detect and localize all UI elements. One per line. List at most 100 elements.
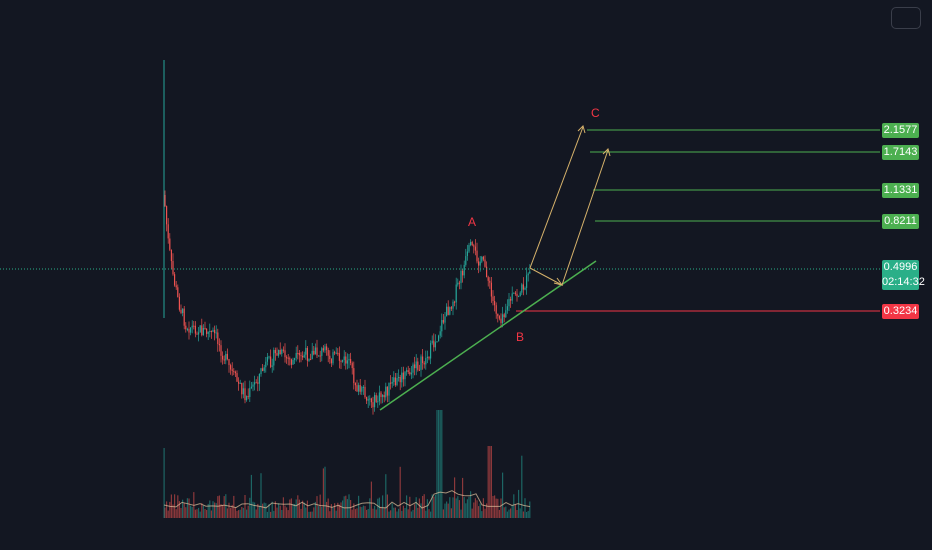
volume-bar (505, 506, 507, 518)
candle-body (494, 301, 496, 306)
candle-body (324, 346, 326, 351)
candle-body (503, 314, 505, 318)
candle-body (258, 374, 260, 384)
volume-bar (436, 410, 438, 518)
volume-bar (294, 504, 296, 518)
candle-body (425, 358, 427, 365)
candle-body (458, 282, 460, 284)
candle-body (353, 368, 355, 384)
volume-bar (482, 498, 484, 518)
candle-body (228, 359, 230, 366)
volume-bar (348, 494, 350, 518)
candle-body (322, 348, 324, 351)
candle-body (167, 224, 169, 239)
volume-bar (444, 503, 446, 518)
candle-body (210, 331, 212, 332)
price-label-1: 2.1577 (882, 123, 919, 138)
candle-body (457, 282, 459, 285)
volume-bar (458, 500, 460, 518)
volume-bar (212, 501, 214, 518)
volume-bar (399, 466, 401, 518)
candle-body (399, 377, 401, 383)
volume-bars (163, 410, 531, 518)
volume-bar (270, 511, 272, 518)
candle-body (290, 359, 292, 365)
candle-body (346, 360, 348, 364)
volume-bar (346, 499, 348, 518)
candle-body (476, 250, 478, 262)
volume-bar (321, 506, 323, 518)
candle-body (330, 359, 332, 364)
camera-icon[interactable] (891, 7, 921, 29)
candle-body (286, 357, 288, 359)
volume-bar (298, 499, 300, 518)
volume-bar (490, 446, 492, 518)
volume-bar (495, 498, 497, 518)
volume-bar (364, 506, 366, 518)
volume-bar (396, 511, 398, 518)
candle-body (338, 353, 340, 361)
volume-bar (428, 509, 430, 518)
candle-body (226, 353, 228, 360)
volume-bar (223, 496, 225, 518)
candle-body (489, 280, 491, 283)
volume-bar (278, 503, 280, 518)
volume-bar (241, 507, 243, 518)
volume-bar (430, 511, 432, 518)
candle-body (225, 353, 227, 361)
candle-body (508, 299, 510, 307)
volume-bar (265, 503, 267, 518)
candle-body (487, 277, 489, 281)
volume-bar (230, 507, 232, 518)
candle-body (302, 356, 304, 358)
volume-bar (486, 503, 488, 518)
candle-body (393, 377, 395, 382)
arrow-head-2 (602, 148, 611, 157)
candle-body (417, 361, 419, 370)
volume-bar (167, 510, 169, 518)
candle-body (473, 245, 475, 247)
volume-bar (183, 503, 185, 518)
volume-bar (334, 503, 336, 518)
candle-body (281, 349, 283, 354)
candle-body (289, 358, 291, 360)
candle-body (260, 368, 262, 375)
candle-body (529, 271, 531, 274)
volume-bar (180, 508, 182, 518)
volume-bar (300, 508, 302, 518)
candle-body (334, 352, 336, 354)
candle-body (362, 386, 364, 388)
volume-bar (220, 504, 222, 518)
candle-body (175, 285, 177, 288)
volume-bar (425, 510, 427, 518)
volume-bar (306, 500, 308, 518)
candle-body (174, 274, 176, 286)
volume-bar (478, 506, 480, 518)
candle-body (303, 354, 305, 358)
candle-body (238, 381, 240, 384)
candle-body (242, 388, 244, 395)
volume-bar (350, 500, 352, 518)
candle-body (230, 365, 232, 370)
volume-bar (390, 510, 392, 518)
volume-bar (276, 507, 278, 518)
volume-bar (420, 503, 422, 518)
candle-body (308, 359, 310, 361)
candle-body (420, 356, 422, 370)
volume-bar (316, 496, 318, 518)
candle-body (318, 355, 320, 357)
candle-body (234, 371, 236, 374)
volume-bar (226, 508, 228, 518)
volume-bar (255, 509, 257, 518)
volume-bar (372, 508, 374, 518)
candle-body (215, 332, 217, 334)
candle-body (183, 308, 185, 326)
candle-body (188, 328, 190, 333)
volume-bar (279, 505, 281, 518)
volume-bar (492, 496, 494, 518)
volume-bar (513, 494, 515, 518)
candle-body (511, 293, 513, 301)
volume-bar (329, 511, 331, 518)
